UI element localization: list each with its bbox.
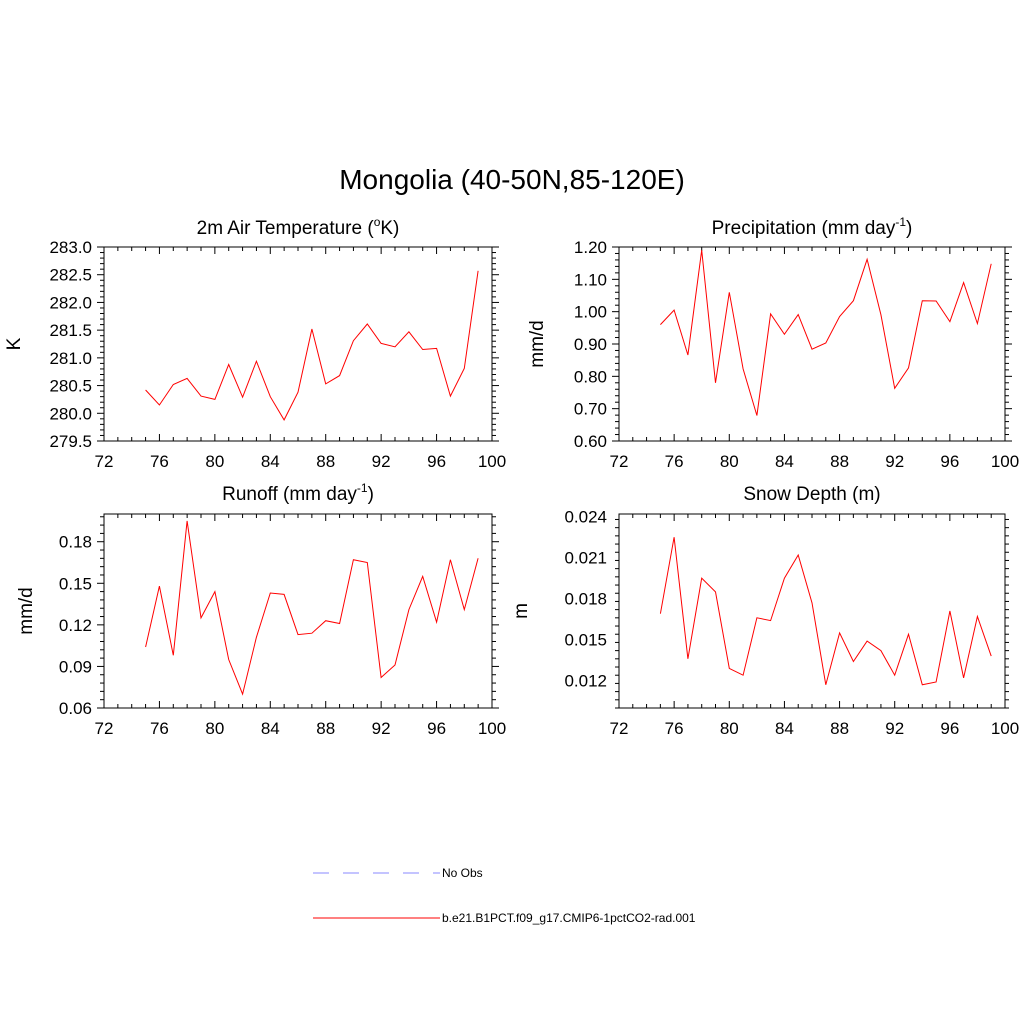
chart-panel-3: 72 76 80 84 88 92 96 100 0.06 0.09 0.12 0.15 0.18 mm/…	[16, 481, 506, 738]
panel-title: Runoff (mm day-1)	[222, 481, 374, 505]
x-tick-label: 92	[885, 719, 904, 738]
legend	[313, 872, 440, 919]
chart-panel-1: 72 76 80 84 88 92 96 100 279.5 280.0 280.5 281.0 281…	[4, 215, 506, 471]
plot-frame	[103, 513, 493, 709]
chart-panel-4: 72 76 80 84 88 92 96 100 0.012 0.015 0.018 0.021 0.0…	[511, 484, 1019, 738]
plot-frame	[618, 246, 1006, 442]
y-tick-label: 1.10	[574, 270, 607, 289]
y-tick-label: 0.80	[574, 367, 607, 386]
y-tick-label: 1.00	[574, 303, 607, 322]
x-tick-label: 88	[830, 452, 849, 471]
y-tick-label: 0.06	[59, 699, 92, 718]
y-tick-label: 0.09	[59, 657, 92, 676]
y-tick-label: 0.024	[564, 508, 607, 527]
y-tick-label: 283.0	[49, 238, 92, 257]
y-axis-label: mm/d	[527, 320, 548, 368]
y-tick-label: 0.15	[59, 574, 92, 593]
x-tick-label: 96	[427, 452, 446, 471]
y-tick-label: 282.5	[49, 266, 92, 285]
y-axis-label: mm/d	[16, 587, 37, 635]
x-tick-label: 80	[720, 452, 739, 471]
x-tick-label: 92	[372, 719, 391, 738]
x-tick-label: 100	[478, 719, 506, 738]
x-tick-label: 88	[830, 719, 849, 738]
x-tick-label: 84	[261, 452, 280, 471]
x-tick-label: 100	[991, 719, 1019, 738]
y-axis-label: K	[4, 337, 25, 350]
x-tick-label: 76	[665, 452, 684, 471]
y-tick-label: 0.90	[574, 335, 607, 354]
y-tick-label: 279.5	[49, 432, 92, 451]
legend-label-model-run: b.e21.B1PCT.f09_g17.CMIP6-1pctCO2-rad.00…	[442, 911, 696, 925]
panel-title: Snow Depth (m)	[743, 484, 880, 505]
x-tick-label: 88	[316, 452, 335, 471]
x-tick-label: 80	[720, 719, 739, 738]
panel-title: 2m Air Temperature (oK)	[197, 215, 400, 239]
y-tick-label: 1.20	[574, 238, 607, 257]
y-tick-label: 282.0	[49, 293, 92, 312]
y-axis-label: m	[511, 603, 532, 619]
plot-frame	[618, 513, 1006, 709]
y-tick-label: 280.0	[49, 404, 92, 423]
series-line-1	[659, 537, 992, 686]
y-tick-label: 281.5	[49, 321, 92, 340]
x-tick-label: 100	[991, 452, 1019, 471]
y-tick-label: 280.5	[49, 377, 92, 396]
y-tick-label: 0.12	[59, 616, 92, 635]
figure-title: Mongolia (40-50N,85-120E)	[339, 164, 685, 195]
series-line-1	[145, 520, 479, 696]
x-tick-label: 84	[775, 719, 794, 738]
x-tick-label: 92	[372, 452, 391, 471]
y-tick-label: 0.012	[564, 672, 607, 691]
x-tick-label: 92	[885, 452, 904, 471]
y-tick-label: 0.015	[564, 631, 607, 650]
x-tick-label: 76	[150, 452, 169, 471]
x-tick-label: 84	[261, 719, 280, 738]
series-line-1	[660, 250, 992, 416]
panel-title: Precipitation (mm day-1)	[712, 215, 913, 239]
x-tick-label: 96	[940, 452, 959, 471]
x-tick-label: 72	[610, 452, 629, 471]
y-tick-label: 281.0	[49, 349, 92, 368]
x-tick-label: 96	[427, 719, 446, 738]
y-tick-label: 0.60	[574, 432, 607, 451]
y-tick-label: 0.70	[574, 400, 607, 419]
x-tick-label: 76	[665, 719, 684, 738]
y-tick-label: 0.021	[564, 549, 607, 568]
y-tick-label: 0.18	[59, 533, 92, 552]
x-tick-label: 72	[95, 452, 114, 471]
legend-label-no-obs: No Obs	[442, 866, 483, 880]
y-tick-label: 0.018	[564, 590, 607, 609]
x-tick-label: 100	[478, 452, 506, 471]
x-tick-label: 72	[95, 719, 114, 738]
x-tick-label: 84	[775, 452, 794, 471]
series-line-1	[145, 270, 479, 421]
chart-panel-2: 72 76 80 84 88 92 96 100 0.60 0.70 0.80 0.90 1.00 1.1…	[527, 215, 1019, 471]
x-tick-label: 80	[205, 452, 224, 471]
x-tick-label: 96	[940, 719, 959, 738]
x-tick-label: 80	[205, 719, 224, 738]
x-tick-label: 88	[316, 719, 335, 738]
plot-frame	[103, 246, 493, 442]
x-tick-label: 72	[610, 719, 629, 738]
x-tick-label: 76	[150, 719, 169, 738]
